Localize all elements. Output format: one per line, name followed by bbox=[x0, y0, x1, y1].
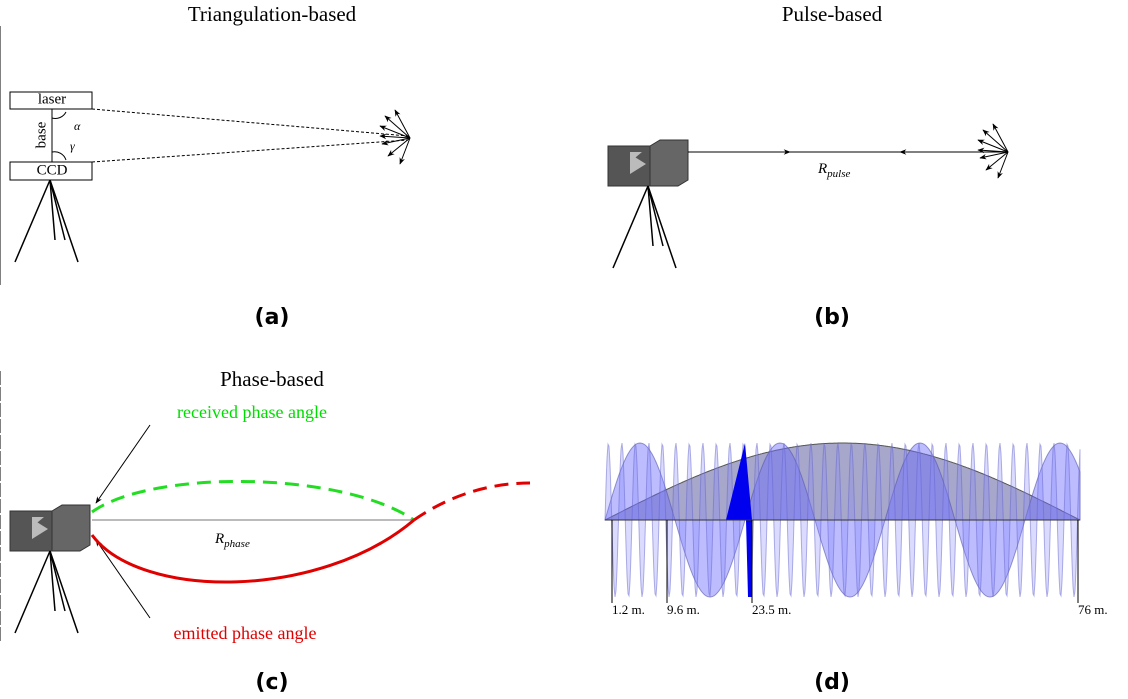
ccd-label: CCD bbox=[37, 162, 68, 178]
reflection-arrow bbox=[983, 130, 1008, 152]
caption: (b) bbox=[814, 305, 850, 330]
emitted-wave bbox=[92, 520, 414, 582]
panel-title: Phase-based bbox=[220, 367, 324, 391]
range-sub: phase bbox=[223, 538, 250, 550]
range-label: Rpulse bbox=[817, 161, 851, 179]
gamma-label: γ bbox=[70, 139, 75, 153]
figure: 1.2 m. 9.6 m. 23.5 m. 76 m. Triangulation-b… bbox=[0, 0, 1128, 699]
scanner-body bbox=[608, 146, 650, 186]
range-main: R bbox=[817, 161, 827, 177]
angle-arcs bbox=[52, 112, 66, 160]
laser-ray bbox=[92, 109, 408, 136]
distance-label: 23.5 m. bbox=[752, 602, 791, 617]
tripod-leg bbox=[50, 180, 78, 262]
received-wave bbox=[92, 481, 414, 520]
distance-label: 1.2 m. bbox=[612, 602, 645, 617]
tripod-leg bbox=[648, 186, 676, 268]
scanner-head bbox=[650, 140, 688, 186]
panel-title: Pulse-based bbox=[782, 2, 883, 26]
emitted-arrow bbox=[96, 540, 150, 618]
tripod-leg bbox=[50, 551, 78, 633]
caption: (d) bbox=[814, 670, 850, 695]
reflection-arrow bbox=[993, 124, 1008, 152]
emitted-label: emitted phase angle bbox=[174, 623, 317, 643]
distance-label: 76 m. bbox=[1078, 602, 1108, 617]
alpha-label: α bbox=[74, 119, 81, 133]
caption: (a) bbox=[255, 305, 290, 330]
scanner-body bbox=[10, 511, 52, 551]
ccd-ray bbox=[92, 140, 408, 162]
emitted-continuation bbox=[414, 483, 530, 520]
tripod-leg bbox=[15, 180, 50, 262]
base-label: base bbox=[33, 121, 49, 148]
range-label: Rphase bbox=[214, 531, 250, 549]
range-main: R bbox=[214, 531, 224, 547]
caption: (c) bbox=[255, 670, 288, 695]
laser-label: laser bbox=[38, 91, 66, 107]
range-sub: pulse bbox=[826, 168, 850, 180]
received-label: received phase angle bbox=[177, 402, 327, 422]
tripod-leg bbox=[613, 186, 648, 268]
tripod-leg bbox=[15, 551, 50, 633]
scanner-head bbox=[52, 505, 90, 551]
distance-label: 9.6 m. bbox=[667, 602, 700, 617]
panel-title: Triangulation-based bbox=[188, 2, 357, 26]
reflection-arrow bbox=[395, 110, 410, 138]
drawing: 1.2 m. 9.6 m. 23.5 m. 76 m. bbox=[0, 26, 1108, 641]
